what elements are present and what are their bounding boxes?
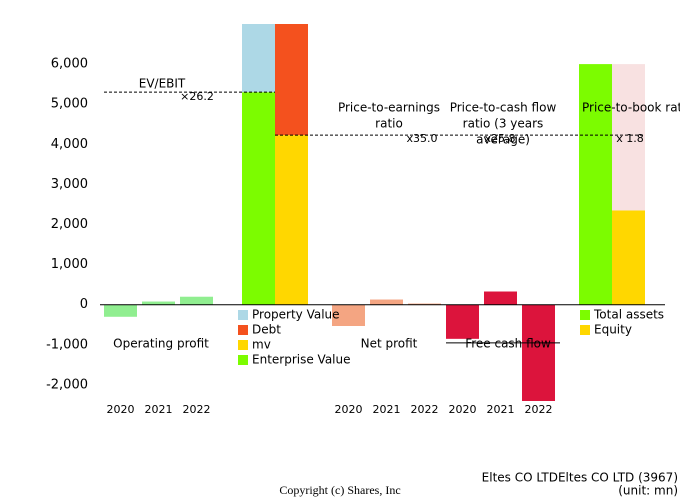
x-tick-label: 2022 <box>525 403 553 416</box>
copyright: Copyright (c) Shares, Inc <box>279 483 400 497</box>
ratio-multiple: ×26.2 <box>180 90 214 103</box>
group-label: Operating profit <box>113 337 209 351</box>
y-tick-label: -1,000 <box>46 337 88 352</box>
legend-label: Enterprise Value <box>252 353 351 367</box>
bar <box>484 291 517 305</box>
stack-bar <box>612 210 645 305</box>
unit: (unit: mn) <box>618 484 678 498</box>
bar <box>104 304 137 317</box>
y-tick-label: 1,000 <box>51 257 88 272</box>
y-tick-label: 2,000 <box>51 217 88 232</box>
legend-swatch <box>238 340 248 350</box>
x-tick-label: 2020 <box>107 403 135 416</box>
legend-label: Property Value <box>252 308 340 322</box>
y-tick-label: -2,000 <box>46 377 88 392</box>
bar <box>408 303 441 305</box>
x-tick-label: 2021 <box>145 403 173 416</box>
bar <box>370 299 403 305</box>
legend-swatch <box>238 310 248 320</box>
ratio-label: Price-to-book ratio <box>582 101 680 115</box>
x-tick-label: 2021 <box>487 403 515 416</box>
legend-label: Debt <box>252 323 281 337</box>
y-tick-label: 3,000 <box>51 177 88 192</box>
y-tick-label: 0 <box>80 297 88 312</box>
legend-label: Total assets <box>593 308 664 322</box>
x-tick-label: 2021 <box>373 403 401 416</box>
ratio-multiple: x35.0 <box>406 132 437 145</box>
legend-swatch <box>580 325 590 335</box>
x-tick-label: 2022 <box>411 403 439 416</box>
ratio-label: Price-to-earnings <box>338 101 440 115</box>
legend-swatch <box>238 355 248 365</box>
x-tick-label: 2020 <box>335 403 363 416</box>
legend-swatch <box>580 310 590 320</box>
legend-label: Equity <box>594 323 632 337</box>
bar <box>446 304 479 339</box>
x-tick-label: 2022 <box>183 403 211 416</box>
stack-bar <box>275 135 308 305</box>
company: Eltes CO LTDEltes CO LTD (3967) <box>482 471 678 485</box>
ratio-label: EV/EBIT <box>139 77 186 91</box>
ratio-multiple: x 1.8 <box>616 132 644 145</box>
bar <box>332 304 365 327</box>
bar <box>180 296 213 305</box>
legend-swatch <box>238 325 248 335</box>
group-label: Net profit <box>361 337 418 351</box>
ratio-label: ratio <box>375 117 403 131</box>
legend-label: mv <box>252 338 271 352</box>
ratio-label: ratio (3 years <box>463 117 544 131</box>
bar <box>522 304 555 401</box>
group-label: Free cash flow <box>465 337 551 351</box>
stack-bar <box>242 92 275 305</box>
stack-bar <box>275 24 308 136</box>
ratio-label: average) <box>476 133 530 147</box>
stack-bar <box>242 24 275 93</box>
y-tick-label: 6,000 <box>51 57 88 72</box>
ratio-label: Price-to-cash flow <box>450 101 557 115</box>
ratio-multiple: x25.8 <box>484 132 515 145</box>
y-tick-label: 4,000 <box>51 137 88 152</box>
y-tick-label: 5,000 <box>51 97 88 112</box>
stack-bar <box>579 64 612 305</box>
bar <box>142 301 175 305</box>
x-tick-label: 2020 <box>449 403 477 416</box>
